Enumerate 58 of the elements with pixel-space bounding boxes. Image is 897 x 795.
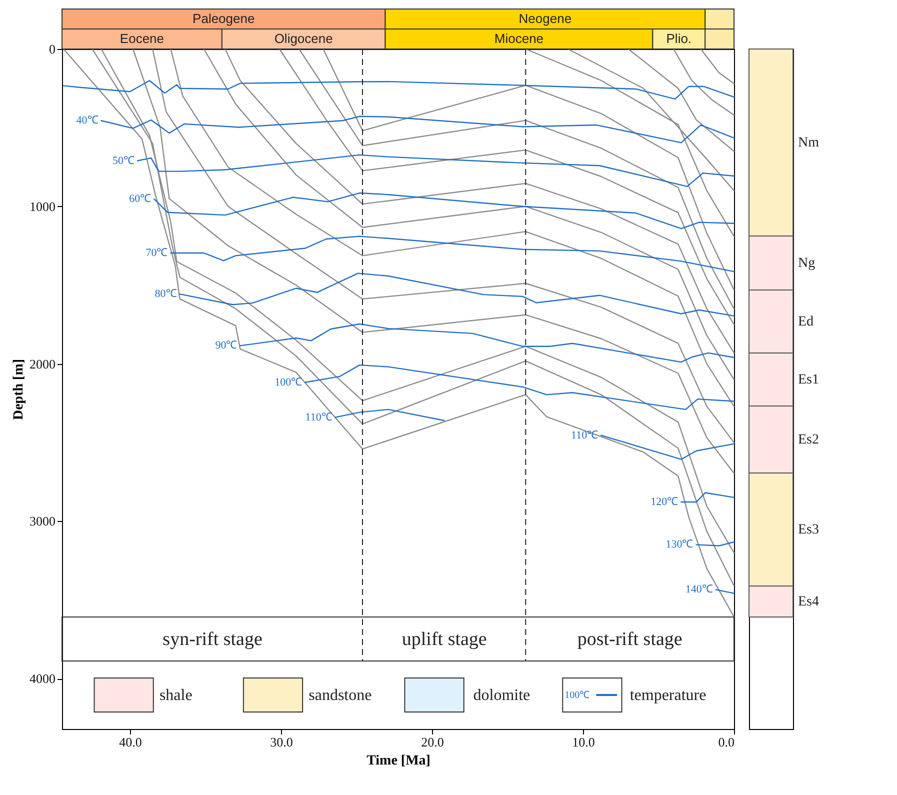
y-tick-label: 3000	[30, 514, 56, 529]
x-tick-label: 30.0	[270, 734, 293, 750]
text: Eocene	[120, 31, 164, 46]
annotation: sandstone	[308, 687, 372, 704]
text: Nm	[798, 136, 820, 150]
series-label: 130℃	[666, 538, 694, 551]
line-series	[170, 236, 735, 272]
text: Ng	[798, 256, 816, 271]
annotation: shale	[159, 687, 192, 704]
x-tick-label: 40.0	[119, 734, 142, 750]
annotation: uplift stage	[402, 629, 487, 650]
line-series	[240, 323, 735, 363]
text: Oligocene	[274, 31, 333, 46]
annotation: syn-rift stage	[162, 629, 262, 650]
text: Ed	[798, 314, 814, 330]
series-label: 140℃	[685, 584, 713, 596]
line-series	[525, 48, 735, 237]
text: Neogene	[518, 11, 572, 26]
series-label: 80℃	[154, 288, 177, 300]
x-tick-label: 20.0	[421, 734, 444, 750]
y-tick-label: 1000	[30, 198, 56, 214]
annotation: temperature	[630, 687, 706, 704]
text: Es4	[798, 594, 819, 610]
series-label: 40℃	[76, 114, 98, 127]
series-label: 50℃	[112, 154, 135, 167]
series-label: 120℃	[650, 496, 678, 508]
line-series	[154, 192, 735, 230]
text: Es2	[798, 432, 819, 448]
series-label: 60℃	[129, 193, 152, 206]
y-tick-label: 0	[49, 42, 56, 56]
line-series	[628, 48, 735, 152]
line-series	[600, 434, 735, 460]
annotation: 100℃	[564, 690, 590, 701]
text: Es1	[798, 372, 819, 388]
annotation: post-rift stage	[577, 629, 682, 650]
text: Miocene	[494, 31, 544, 46]
line-series	[100, 116, 735, 144]
y-tick-label: 2000	[30, 356, 56, 372]
series-label: 110℃	[571, 429, 598, 442]
text: Plio.	[666, 31, 692, 46]
y-axis-title: Depth [m]	[12, 358, 26, 420]
line-series	[304, 364, 735, 410]
series-label: 100℃	[274, 376, 302, 388]
annotation: dolomite	[473, 687, 530, 704]
series-label: 110℃	[305, 411, 332, 424]
line-series	[179, 272, 735, 317]
series-label: 90℃	[215, 340, 238, 352]
line-series	[136, 154, 735, 188]
y-tick-label: 4000	[30, 671, 56, 686]
text: Paleogene	[192, 11, 255, 26]
series-label: 70℃	[146, 247, 168, 259]
x-tick-label: 10.0	[572, 734, 595, 750]
line-series	[672, 48, 735, 116]
line-series	[334, 408, 445, 422]
text: Es3	[798, 522, 819, 538]
line-series	[62, 80, 735, 100]
x-axis-title: Time [Ma]	[366, 754, 430, 768]
x-tick-label: 0.0	[718, 734, 734, 750]
